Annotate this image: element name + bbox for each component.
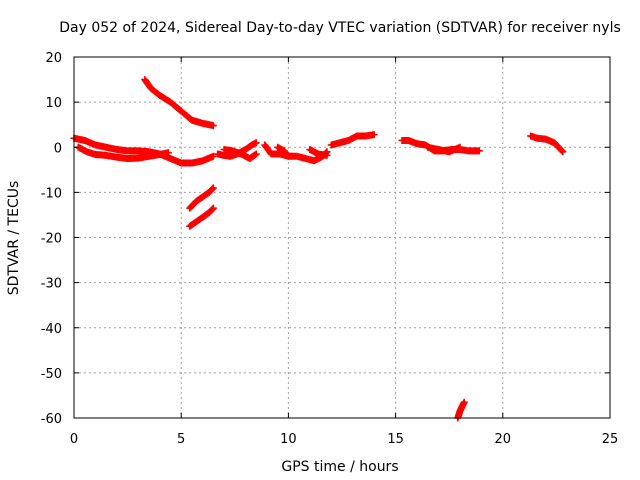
series-arc13 [424, 143, 464, 156]
data-point [164, 149, 172, 157]
axis-ticks: 0 5 10 15 20 25 -60 -50 -40 -30 -20 -10 0 10 20 [41, 51, 619, 447]
y-tick-label: -60 [41, 412, 62, 427]
series-arc10 [306, 146, 331, 159]
y-tick-label: -40 [41, 322, 62, 337]
data-point [284, 151, 292, 159]
series-arc4 [186, 184, 217, 212]
series-arc11 [327, 131, 378, 149]
data-point [209, 122, 217, 130]
series-arc3 [141, 76, 217, 130]
x-tick-label: 0 [70, 432, 78, 447]
data-point [370, 131, 378, 139]
data-point [252, 150, 260, 158]
x-tick-label: 25 [602, 432, 619, 447]
data-points [70, 76, 567, 422]
chart-title: Day 052 of 2024, Sidereal Day-to-day VTE… [59, 20, 621, 36]
series-arc2 [74, 143, 172, 163]
data-point [209, 184, 217, 192]
series-arc5 [186, 204, 217, 230]
grid [74, 57, 610, 418]
data-point [559, 148, 567, 156]
data-point [209, 185, 217, 193]
y-tick-label: 10 [45, 96, 62, 111]
y-tick-label: -10 [41, 186, 62, 201]
y-tick-label: 20 [45, 51, 62, 66]
series-arc7 [220, 146, 260, 163]
x-tick-label: 5 [177, 432, 185, 447]
x-axis-label: GPS time / hours [281, 459, 398, 475]
y-tick-label: -30 [41, 277, 62, 292]
data-point [284, 152, 292, 160]
x-tick-label: 10 [280, 432, 297, 447]
data-point [209, 204, 217, 212]
data-point [323, 151, 331, 159]
y-tick-label: -50 [41, 367, 62, 382]
data-point [460, 398, 468, 406]
data-point [209, 152, 217, 160]
data-point [558, 147, 566, 155]
x-tick-label: 15 [387, 432, 404, 447]
data-point [475, 147, 483, 155]
series-arc9 [274, 143, 292, 160]
y-tick-label: 0 [54, 141, 62, 156]
series-arc14 [527, 132, 567, 156]
x-tick-label: 20 [495, 432, 512, 447]
data-point [252, 139, 260, 147]
y-tick-label: -20 [41, 232, 62, 247]
y-axis-label: SDTVAR / TECUs [6, 181, 22, 296]
data-point [209, 205, 217, 213]
data-point [456, 143, 464, 151]
